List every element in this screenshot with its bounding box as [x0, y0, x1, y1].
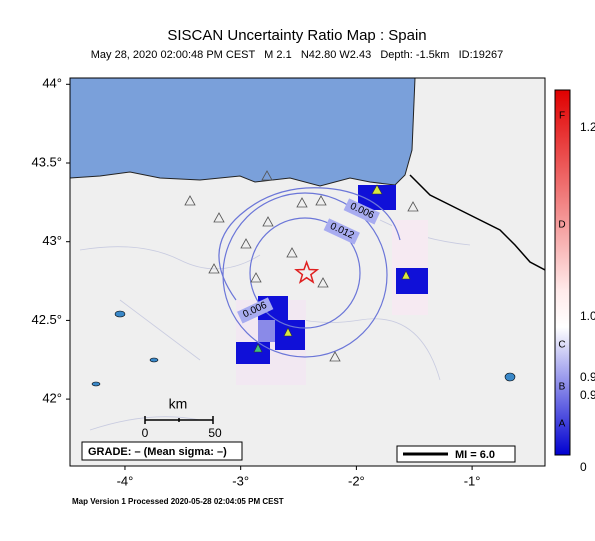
grade-box	[81, 441, 243, 461]
colorbar-label: 0.9	[580, 388, 595, 402]
lat-tick-label: 42°	[42, 391, 62, 406]
lat-tick-label: 43°	[42, 233, 62, 248]
scale-label: 0	[142, 426, 149, 440]
colorbar-label: 1.0	[580, 309, 595, 323]
grade-letter: A	[559, 419, 566, 430]
stations	[184, 170, 419, 362]
map-body: 0.006 0.012 0.006	[70, 78, 545, 466]
lon-tick-label: -1°	[464, 473, 481, 488]
lon-tick-label: -3°	[232, 473, 249, 488]
epicenter	[294, 260, 320, 284]
footer: Map Version 1 Processed 2020-05-28 02:04…	[72, 497, 284, 506]
scale-label: 50	[208, 426, 222, 440]
colorbar-label: 0.9	[580, 370, 595, 384]
contours	[218, 187, 401, 358]
lat-tick-label: 44°	[42, 76, 62, 91]
border	[409, 174, 545, 271]
lon-tick-label: -4°	[117, 473, 134, 488]
lon-tick-label: -2°	[348, 473, 365, 488]
scale-bar: km 0 50	[142, 396, 222, 440]
grade: GRADE: – (Mean sigma: –)	[88, 446, 227, 458]
grade-letter: C	[558, 340, 565, 351]
title: SISCAN Uncertainty Ratio Map : Spain	[167, 27, 426, 44]
colorbar	[554, 89, 571, 456]
uncertainty-cells	[236, 185, 428, 385]
mi: MI = 6.0	[455, 449, 495, 461]
lat-tick-label: 43.5°	[31, 154, 62, 169]
mi-box	[396, 445, 516, 463]
lat-tick-label: 42.5°	[31, 312, 62, 327]
grade-letter: D	[558, 220, 565, 231]
colorbar-label: 1.2	[580, 120, 595, 134]
subtitle: May 28, 2020 02:00:48 PM CEST M 2.1 N42.…	[91, 49, 504, 61]
grade-letter: B	[559, 382, 566, 393]
colorbar-label: 0	[580, 460, 587, 474]
grade-letter: F	[559, 111, 565, 122]
map-frame	[69, 77, 546, 467]
sea	[70, 78, 416, 187]
scale-unit: km	[169, 396, 188, 412]
lakes	[91, 310, 516, 387]
